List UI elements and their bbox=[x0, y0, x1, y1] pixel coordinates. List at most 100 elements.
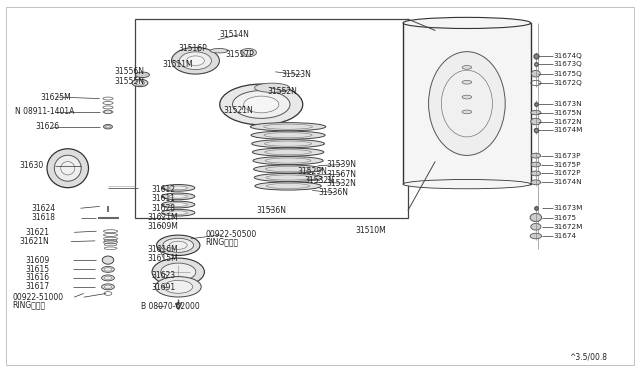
Text: 31673N: 31673N bbox=[554, 101, 582, 107]
Ellipse shape bbox=[244, 96, 279, 113]
Text: 31529N: 31529N bbox=[297, 167, 327, 176]
Ellipse shape bbox=[170, 241, 187, 249]
Text: 31674Q: 31674Q bbox=[554, 52, 582, 58]
Ellipse shape bbox=[531, 153, 541, 158]
Ellipse shape bbox=[403, 17, 531, 29]
Text: 31623: 31623 bbox=[152, 271, 175, 280]
Ellipse shape bbox=[462, 65, 472, 69]
Ellipse shape bbox=[253, 165, 323, 173]
Text: 31673P: 31673P bbox=[554, 153, 581, 158]
Text: 31672Q: 31672Q bbox=[554, 80, 582, 86]
Ellipse shape bbox=[462, 110, 472, 114]
Text: 31628: 31628 bbox=[152, 204, 175, 213]
Text: 31630: 31630 bbox=[20, 161, 44, 170]
Text: 31539N: 31539N bbox=[326, 160, 356, 169]
Ellipse shape bbox=[156, 277, 201, 297]
Ellipse shape bbox=[530, 233, 541, 239]
Ellipse shape bbox=[531, 162, 541, 167]
Ellipse shape bbox=[164, 280, 193, 293]
Text: 31616: 31616 bbox=[25, 273, 49, 282]
Ellipse shape bbox=[186, 56, 204, 65]
Text: 31674: 31674 bbox=[554, 233, 577, 239]
Text: 31625M: 31625M bbox=[40, 93, 71, 102]
Ellipse shape bbox=[531, 70, 540, 77]
Text: 31556N: 31556N bbox=[115, 67, 145, 76]
Ellipse shape bbox=[531, 110, 541, 115]
Text: RINGリング: RINGリング bbox=[12, 300, 45, 309]
Ellipse shape bbox=[403, 180, 531, 189]
Text: 31532N: 31532N bbox=[304, 176, 334, 185]
Ellipse shape bbox=[102, 256, 114, 264]
Ellipse shape bbox=[531, 171, 541, 176]
Ellipse shape bbox=[102, 284, 115, 290]
Text: 31675P: 31675P bbox=[554, 161, 581, 167]
Ellipse shape bbox=[244, 50, 253, 55]
Text: 31675Q: 31675Q bbox=[554, 71, 582, 77]
Ellipse shape bbox=[253, 157, 323, 165]
Ellipse shape bbox=[462, 80, 472, 84]
Ellipse shape bbox=[442, 70, 492, 137]
Ellipse shape bbox=[254, 173, 322, 182]
Ellipse shape bbox=[251, 131, 325, 139]
Ellipse shape bbox=[136, 72, 150, 78]
Ellipse shape bbox=[172, 47, 220, 74]
Text: ^3.5/00.8: ^3.5/00.8 bbox=[570, 353, 607, 362]
Ellipse shape bbox=[162, 209, 195, 216]
Ellipse shape bbox=[255, 83, 290, 92]
Text: B 08070-62000: B 08070-62000 bbox=[141, 302, 200, 311]
Text: 31615: 31615 bbox=[25, 265, 49, 274]
Ellipse shape bbox=[169, 195, 188, 198]
Ellipse shape bbox=[104, 276, 112, 280]
Text: 31516P: 31516P bbox=[178, 44, 207, 52]
Ellipse shape bbox=[47, 149, 88, 187]
Text: 31672P: 31672P bbox=[554, 170, 581, 176]
Ellipse shape bbox=[530, 214, 541, 222]
Text: 31672M: 31672M bbox=[554, 224, 583, 230]
Ellipse shape bbox=[250, 123, 326, 131]
Text: 31523N: 31523N bbox=[282, 70, 312, 79]
Text: 31674N: 31674N bbox=[554, 179, 582, 185]
Text: 31675N: 31675N bbox=[554, 110, 582, 116]
Ellipse shape bbox=[162, 185, 195, 191]
Ellipse shape bbox=[104, 268, 112, 271]
Text: 31536N: 31536N bbox=[319, 188, 349, 197]
Text: 00922-51000: 00922-51000 bbox=[12, 293, 63, 302]
Ellipse shape bbox=[255, 182, 321, 190]
Text: 31609: 31609 bbox=[25, 256, 49, 264]
Text: 31514N: 31514N bbox=[219, 30, 249, 39]
Text: 31624: 31624 bbox=[31, 204, 56, 213]
Text: 31511M: 31511M bbox=[163, 60, 193, 69]
Ellipse shape bbox=[104, 110, 112, 114]
Text: RINGリング: RINGリング bbox=[205, 238, 238, 247]
Ellipse shape bbox=[462, 95, 472, 99]
Ellipse shape bbox=[104, 285, 112, 288]
Text: 31521N: 31521N bbox=[223, 106, 253, 115]
Text: 31517P: 31517P bbox=[225, 50, 254, 59]
Ellipse shape bbox=[162, 201, 195, 208]
Ellipse shape bbox=[169, 211, 188, 215]
Ellipse shape bbox=[429, 52, 505, 155]
Ellipse shape bbox=[220, 84, 303, 125]
Ellipse shape bbox=[241, 48, 257, 57]
Ellipse shape bbox=[252, 148, 324, 156]
Text: 31618: 31618 bbox=[31, 213, 55, 222]
Bar bbox=[403, 23, 531, 184]
Text: 31621N: 31621N bbox=[20, 237, 50, 246]
Text: 31617: 31617 bbox=[25, 282, 49, 291]
Text: 31510M: 31510M bbox=[356, 226, 387, 235]
Text: 31611: 31611 bbox=[152, 195, 175, 203]
Ellipse shape bbox=[169, 203, 188, 206]
Text: 31612: 31612 bbox=[152, 185, 175, 194]
Ellipse shape bbox=[102, 266, 115, 272]
Bar bbox=[135, 19, 408, 218]
Ellipse shape bbox=[162, 193, 195, 200]
Ellipse shape bbox=[132, 79, 148, 87]
Ellipse shape bbox=[531, 118, 541, 125]
Text: 31532N: 31532N bbox=[326, 179, 356, 187]
Text: 31672N: 31672N bbox=[554, 119, 582, 125]
Ellipse shape bbox=[179, 52, 211, 70]
Ellipse shape bbox=[104, 125, 113, 129]
Text: 31609M: 31609M bbox=[148, 222, 179, 231]
Ellipse shape bbox=[157, 235, 200, 256]
Text: 31621: 31621 bbox=[25, 228, 49, 237]
